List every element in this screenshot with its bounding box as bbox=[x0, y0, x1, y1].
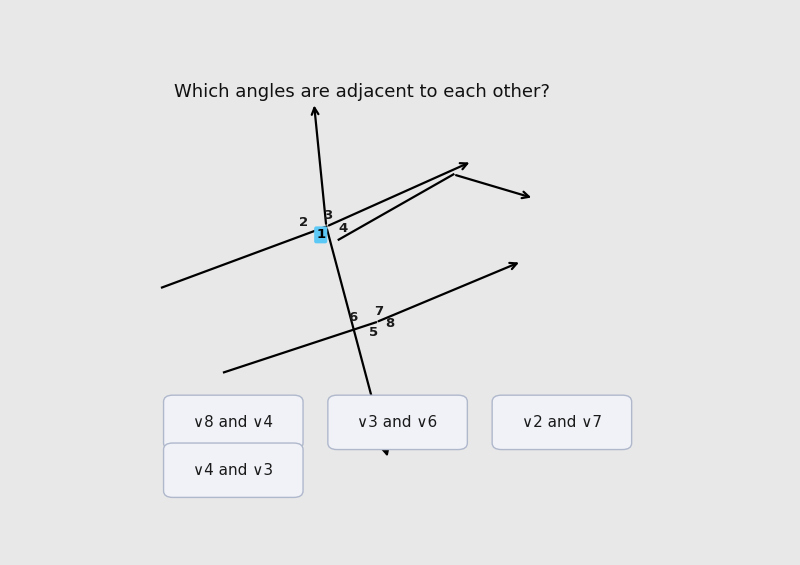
Text: 1: 1 bbox=[316, 228, 326, 241]
Text: 7: 7 bbox=[374, 305, 383, 318]
FancyBboxPatch shape bbox=[163, 395, 303, 450]
Text: 3: 3 bbox=[323, 209, 333, 222]
FancyBboxPatch shape bbox=[492, 395, 632, 450]
Text: ∨8 and ∨4: ∨8 and ∨4 bbox=[194, 415, 274, 430]
Text: 8: 8 bbox=[386, 316, 394, 329]
FancyBboxPatch shape bbox=[163, 443, 303, 497]
Text: ∨3 and ∨6: ∨3 and ∨6 bbox=[358, 415, 438, 430]
Text: Which angles are adjacent to each other?: Which angles are adjacent to each other? bbox=[174, 83, 550, 101]
FancyBboxPatch shape bbox=[328, 395, 467, 450]
Text: 6: 6 bbox=[348, 311, 358, 324]
Text: 4: 4 bbox=[338, 222, 348, 235]
Text: 2: 2 bbox=[298, 216, 308, 229]
Text: ∨4 and ∨3: ∨4 and ∨3 bbox=[194, 463, 274, 478]
Text: 5: 5 bbox=[370, 326, 378, 339]
Text: ∨2 and ∨7: ∨2 and ∨7 bbox=[522, 415, 602, 430]
